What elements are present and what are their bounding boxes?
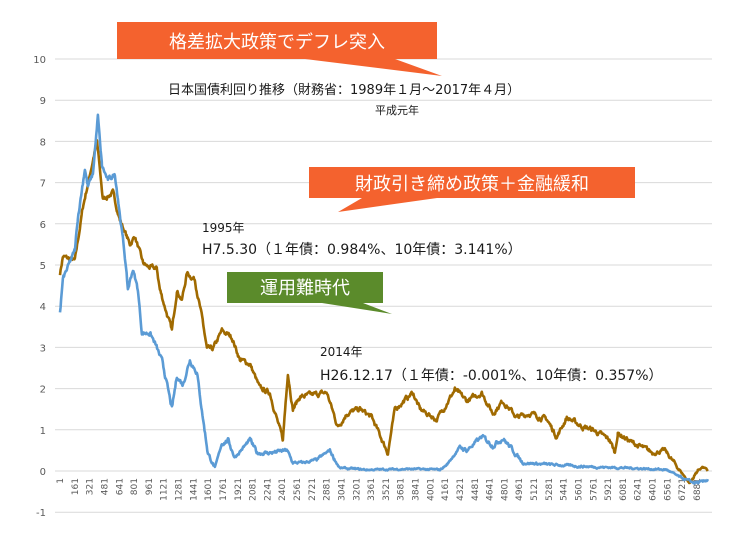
x-tick-label: 4801 bbox=[500, 478, 510, 501]
series-line-10y bbox=[58, 138, 709, 485]
x-tick-label: 5121 bbox=[530, 478, 540, 501]
y-tick-label: 10 bbox=[33, 55, 46, 66]
x-tick-label: 4961 bbox=[515, 478, 525, 501]
series-lines bbox=[58, 113, 710, 485]
callout-austerity-text: 財政引き締め政策＋金融緩和 bbox=[355, 174, 589, 195]
x-tick-label: 6241 bbox=[634, 478, 644, 501]
y-tick-label: 2 bbox=[40, 385, 46, 396]
x-tick-label: 4481 bbox=[471, 478, 481, 501]
x-tick-label: 5921 bbox=[604, 478, 614, 501]
y-tick-label: 5 bbox=[40, 261, 46, 272]
x-tick-label: 3521 bbox=[382, 478, 392, 501]
y-tick-label: 1 bbox=[40, 426, 46, 437]
x-tick-label: 3841 bbox=[412, 478, 422, 501]
x-tick-label: 161 bbox=[71, 478, 81, 495]
x-tick-label: 6721 bbox=[678, 478, 688, 501]
annotation-1995-detail: H7.5.30（１年債：0.984%、10年債：3.141%） bbox=[202, 242, 522, 258]
x-tick-label: 2561 bbox=[293, 478, 303, 501]
x-tick-label: 1441 bbox=[189, 478, 199, 501]
y-tick-label: -1 bbox=[36, 508, 46, 519]
x-tick-label: 5281 bbox=[545, 478, 555, 501]
x-tick-label: 1601 bbox=[204, 478, 214, 501]
x-tick-label: 3201 bbox=[352, 478, 362, 501]
x-tick-label: 1281 bbox=[175, 478, 185, 501]
callout-austerity-shape bbox=[309, 167, 635, 212]
callout-hard-times-shape bbox=[227, 272, 392, 314]
x-tick-label: 2881 bbox=[323, 478, 333, 501]
x-tick-label: 5761 bbox=[589, 478, 599, 501]
series-line-1y bbox=[58, 113, 710, 485]
callout-deflation-text: 格差拡大政策でデフレ突入 bbox=[169, 32, 385, 53]
chart-title: 日本国債利回り推移（財務省：1989年１月～2017年４月） bbox=[168, 83, 520, 98]
x-tick-label: 1 bbox=[56, 478, 66, 484]
y-tick-label: 0 bbox=[40, 467, 46, 478]
x-tick-label: 321 bbox=[86, 478, 96, 495]
x-tick-label: 3041 bbox=[337, 478, 347, 501]
x-tick-label: 801 bbox=[130, 478, 140, 495]
x-tick-label: 1761 bbox=[219, 478, 229, 501]
x-tick-label: 5441 bbox=[560, 478, 570, 501]
y-tick-label: 6 bbox=[40, 220, 46, 231]
x-tick-label: 961 bbox=[145, 478, 155, 495]
x-tick-label: 6881 bbox=[693, 478, 703, 501]
x-tick-label: 481 bbox=[100, 478, 110, 495]
annotation-1995-year: 1995年 bbox=[202, 221, 245, 235]
annotation-2014-detail: H26.12.17（１年債：-0.001%、10年債：0.357%） bbox=[320, 368, 663, 384]
chart-subtitle: 平成元年 bbox=[375, 103, 419, 117]
x-tick-label: 2401 bbox=[278, 478, 288, 501]
callout-deflation: 格差拡大政策でデフレ突入 bbox=[117, 22, 442, 76]
x-axis-labels: 1 161 321 481 641 801 961 1121 1281 1441 1601 1761 1… bbox=[56, 478, 703, 501]
x-tick-label: 641 bbox=[115, 478, 125, 495]
x-tick-label: 4641 bbox=[486, 478, 496, 501]
annotation-2014-year: 2014年 bbox=[320, 345, 363, 359]
callout-hard-times-text: 運用難時代 bbox=[260, 278, 350, 299]
x-tick-label: 2081 bbox=[249, 478, 259, 501]
callout-hard-times: 運用難時代 bbox=[227, 272, 392, 314]
x-tick-label: 1921 bbox=[234, 478, 244, 501]
y-tick-label: 4 bbox=[40, 302, 46, 313]
x-tick-label: 3361 bbox=[367, 478, 377, 501]
x-tick-label: 3681 bbox=[397, 478, 407, 501]
x-tick-label: 2241 bbox=[263, 478, 273, 501]
gridlines bbox=[55, 58, 712, 513]
x-tick-label: 6081 bbox=[619, 478, 629, 501]
x-tick-label: 1121 bbox=[160, 478, 170, 501]
callout-deflation-shape bbox=[117, 22, 442, 76]
y-tick-label: 8 bbox=[40, 137, 46, 148]
y-tick-label: 7 bbox=[40, 179, 46, 190]
y-tick-label: 3 bbox=[40, 343, 46, 354]
x-tick-label: 5601 bbox=[574, 478, 584, 501]
callout-austerity: 財政引き締め政策＋金融緩和 bbox=[309, 167, 635, 212]
x-tick-label: 4001 bbox=[426, 478, 436, 501]
x-tick-label: 4321 bbox=[456, 478, 466, 501]
x-tick-label: 6561 bbox=[663, 478, 673, 501]
x-tick-label: 2721 bbox=[308, 478, 318, 501]
y-tick-label: 9 bbox=[40, 96, 46, 107]
x-tick-label: 4161 bbox=[441, 478, 451, 501]
x-tick-label: 6401 bbox=[649, 478, 659, 501]
